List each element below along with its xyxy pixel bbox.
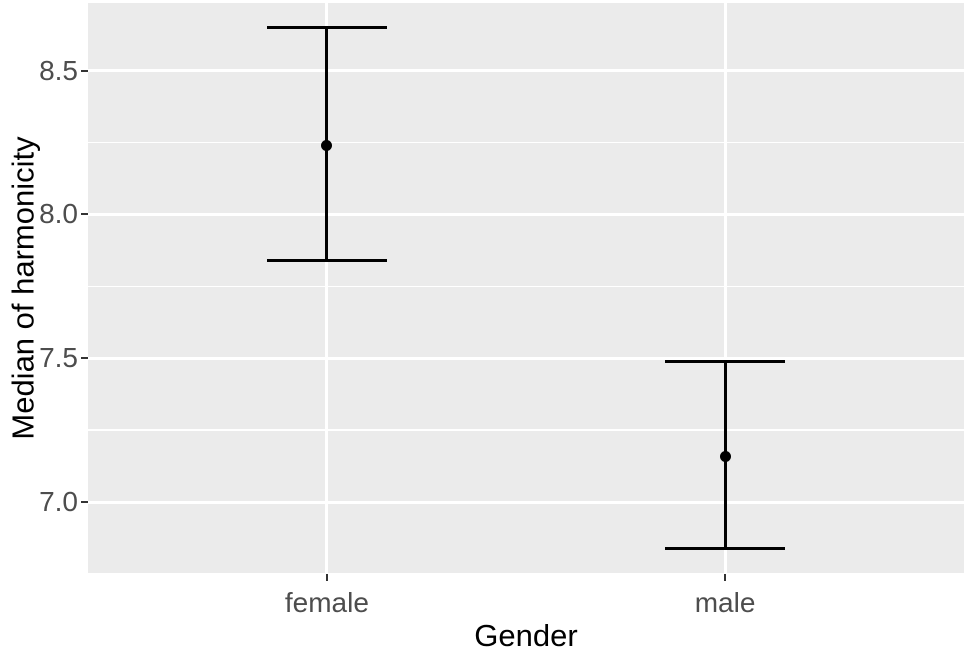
x-tick-label-female: female — [284, 587, 369, 618]
vertical-gridline — [723, 3, 727, 574]
y-tick-label: 7.5 — [39, 342, 78, 374]
major-gridline — [88, 69, 964, 73]
x-tick-mark — [724, 574, 727, 581]
data-point-male — [719, 450, 731, 462]
error-bar-cap-bottom-male — [665, 546, 786, 550]
minor-gridline — [88, 285, 964, 288]
major-gridline — [88, 212, 964, 216]
vertical-gridline — [325, 3, 329, 574]
error-bar-cap-top-male — [665, 359, 786, 363]
y-tick-label: 8.5 — [39, 54, 78, 86]
minor-gridline — [88, 573, 964, 574]
error-bar-cap-top-female — [266, 25, 387, 29]
data-point-female — [321, 139, 333, 151]
x-axis-title: Gender — [474, 618, 578, 649]
minor-gridline — [88, 141, 964, 144]
y-tick-label: 8.0 — [39, 198, 78, 230]
y-tick-mark — [81, 69, 88, 72]
error-bar-cap-bottom-female — [266, 258, 387, 262]
y-tick-mark — [81, 357, 88, 360]
y-axis-title: Median of harmonicity — [5, 136, 41, 440]
major-gridline — [88, 500, 964, 504]
minor-gridline — [88, 429, 964, 431]
x-tick-label-male: male — [694, 587, 756, 618]
major-gridline — [88, 356, 964, 360]
plot-panel — [88, 3, 964, 574]
x-tick-mark — [325, 574, 328, 581]
y-tick-mark — [81, 501, 88, 504]
y-tick-mark — [81, 213, 88, 216]
y-tick-label: 7.0 — [39, 486, 78, 518]
